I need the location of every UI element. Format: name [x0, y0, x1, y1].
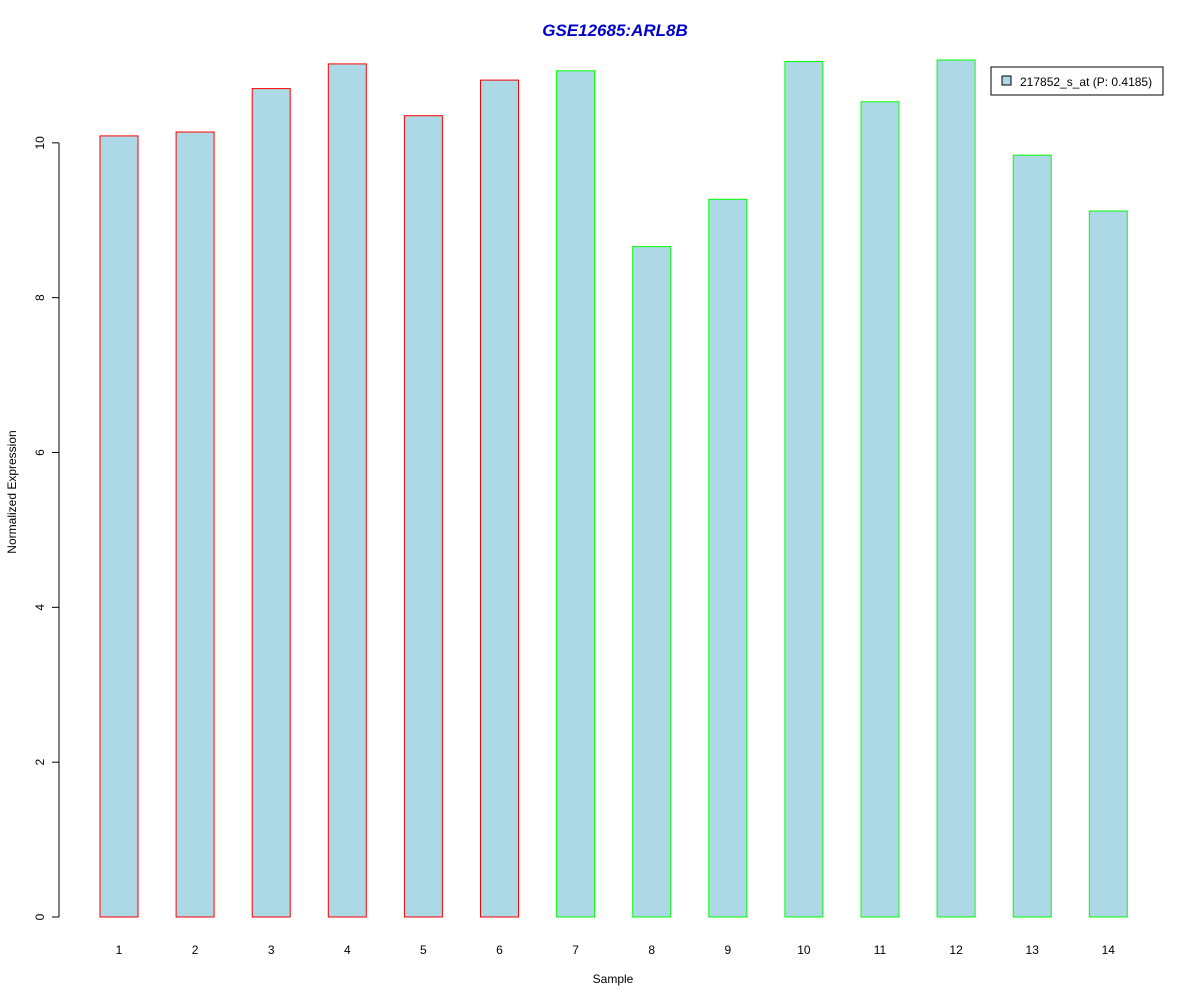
x-tick-label: 6 — [496, 943, 503, 957]
x-axis-label: Sample — [593, 972, 634, 986]
bar-sample-3 — [251, 88, 291, 918]
bar-sample-14 — [1088, 210, 1128, 918]
legend-swatch — [1001, 75, 1012, 86]
x-tick-label: 2 — [192, 943, 199, 957]
bar-sample-10 — [784, 61, 824, 918]
x-tick-label: 12 — [949, 943, 963, 957]
x-tick-label: 1 — [116, 943, 123, 957]
bar-sample-8 — [632, 246, 672, 918]
y-tick-label: 6 — [33, 449, 47, 456]
x-tick-label: 13 — [1026, 943, 1040, 957]
legend: 217852_s_at (P: 0.4185) — [990, 66, 1164, 96]
y-axis-label: Normalized Expression — [5, 430, 19, 553]
y-tick-label: 8 — [33, 294, 47, 301]
chart-title: GSE12685:ARL8B — [542, 21, 688, 40]
x-tick-labels: 1 2 3 4 5 6 7 8 9 10 11 12 13 14 — [116, 943, 1116, 957]
x-tick-label: 9 — [724, 943, 731, 957]
bar-sample-4 — [327, 63, 367, 918]
x-tick-label: 3 — [268, 943, 275, 957]
legend-label: 217852_s_at (P: 0.4185) — [1020, 75, 1152, 89]
x-tick-label: 10 — [797, 943, 811, 957]
x-tick-label: 4 — [344, 943, 351, 957]
y-tick-label: 2 — [33, 759, 47, 766]
x-tick-label: 5 — [420, 943, 427, 957]
x-tick-label: 11 — [874, 943, 887, 957]
y-tick-label: 10 — [33, 136, 47, 150]
bar-sample-9 — [708, 198, 748, 918]
y-tick-label: 4 — [33, 604, 47, 611]
y-tick-label: 0 — [33, 913, 47, 920]
bar-sample-6 — [480, 79, 519, 918]
bar-sample-5 — [403, 115, 443, 918]
bar-sample-1 — [99, 135, 139, 918]
axes: 0 2 4 6 8 10 — [33, 136, 60, 920]
bars — [99, 59, 1128, 918]
bar-sample-2 — [175, 131, 215, 918]
x-tick-label: 14 — [1102, 943, 1116, 957]
bar-sample-11 — [860, 101, 900, 918]
x-tick-label: 7 — [572, 943, 579, 957]
legend-box — [990, 66, 1164, 96]
x-tick-label: 8 — [648, 943, 655, 957]
bar-sample-7 — [556, 70, 596, 918]
bar-sample-12 — [936, 59, 976, 918]
bar-sample-13 — [1012, 154, 1052, 918]
